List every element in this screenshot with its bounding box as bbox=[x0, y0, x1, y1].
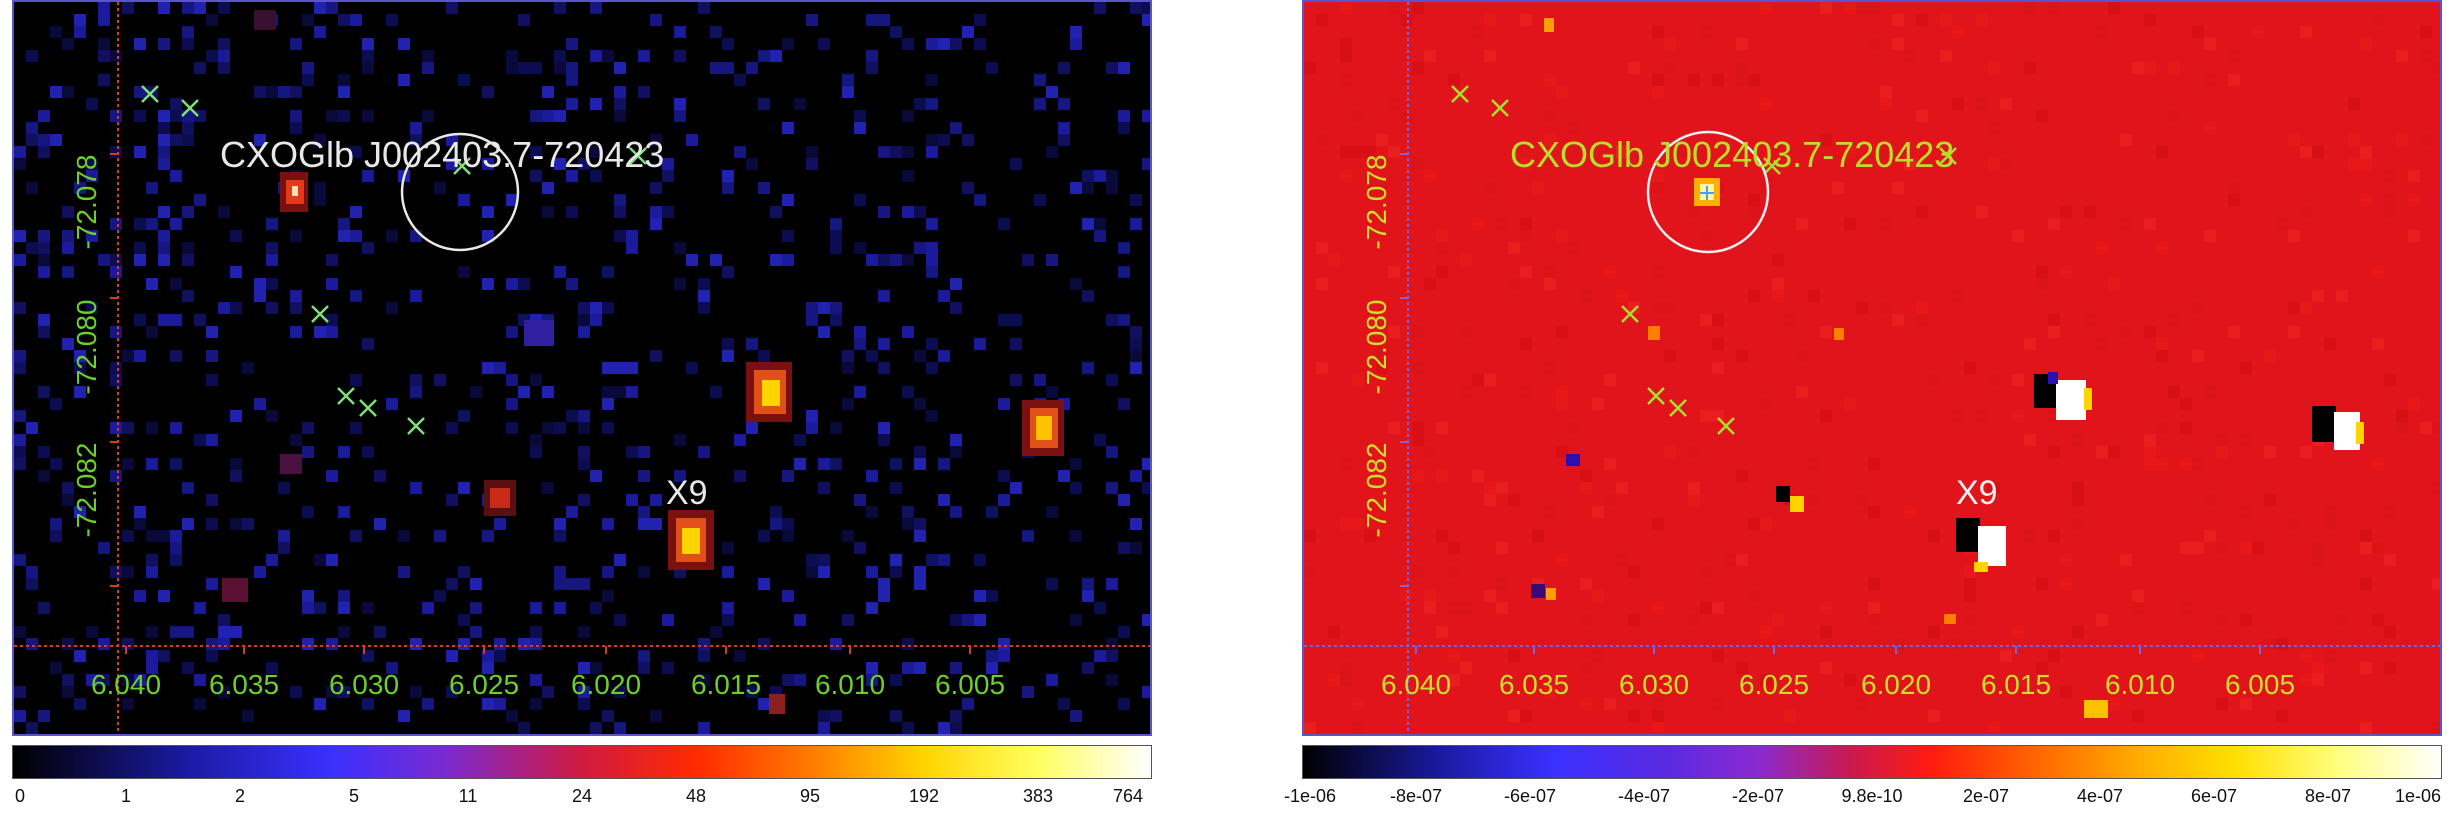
colorbar-tick: 1e-06 bbox=[2394, 786, 2442, 806]
ra-tick: 6.010 bbox=[815, 669, 885, 700]
left-colorbar bbox=[12, 745, 1152, 779]
colorbar-tick: 1 bbox=[120, 786, 132, 806]
x-marker bbox=[1717, 417, 1735, 435]
x-marker bbox=[453, 157, 471, 175]
dec-tick: -72.082 bbox=[1361, 443, 1392, 538]
dec-tick: -72.080 bbox=[1361, 300, 1392, 395]
x-marker bbox=[141, 85, 159, 103]
colorbar-tick: 48 bbox=[685, 786, 707, 806]
ra-tick: 6.015 bbox=[1981, 669, 2051, 700]
source-region-circle bbox=[1646, 130, 1770, 254]
right-colorbar bbox=[1302, 745, 2442, 779]
ra-tick: 6.005 bbox=[2225, 669, 2295, 700]
source-label: CXOGlb J002403.7-720423 bbox=[1510, 134, 1954, 175]
residual-source bbox=[1956, 518, 2006, 572]
dec-tick: -72.078 bbox=[1361, 155, 1392, 250]
x-marker bbox=[1621, 305, 1639, 323]
source bbox=[746, 362, 792, 422]
x-marker bbox=[1763, 157, 1781, 175]
source bbox=[484, 480, 516, 516]
colorbar-tick: 24 bbox=[571, 786, 593, 806]
ra-tick: 6.005 bbox=[935, 669, 1005, 700]
source bbox=[668, 510, 714, 570]
x-marker bbox=[1647, 387, 1665, 405]
ra-tick: 6.030 bbox=[1619, 669, 1689, 700]
ra-tick: 6.035 bbox=[1499, 669, 1569, 700]
ra-tick: 6.030 bbox=[329, 669, 399, 700]
x9-label: X9 bbox=[666, 474, 708, 512]
ra-tick: 6.015 bbox=[691, 669, 761, 700]
colorbar-tick: 0 bbox=[14, 786, 26, 806]
ra-tick: 6.020 bbox=[1861, 669, 1931, 700]
ra-tick: 6.025 bbox=[1739, 669, 1809, 700]
colorbar-tick: 9.8e-10 bbox=[1841, 786, 1903, 806]
colorbar-tick: 11 bbox=[458, 786, 478, 806]
ra-tick: 6.040 bbox=[91, 669, 161, 700]
colorbar-tick: 2e-07 bbox=[1962, 786, 2010, 806]
colorbar-tick: -2e-07 bbox=[1731, 786, 1785, 806]
x-marker bbox=[311, 305, 329, 323]
colorbar-tick: 2 bbox=[234, 786, 246, 806]
left-image: CXOGlb J002403.7-720423 X9 -72.078 -72.0… bbox=[12, 0, 1152, 736]
noise-pixels bbox=[14, 2, 1150, 734]
noise-pixels bbox=[1304, 2, 2440, 734]
colorbar-tick: 383 bbox=[1022, 786, 1054, 806]
ra-tick: 6.025 bbox=[449, 669, 519, 700]
ra-tick: 6.040 bbox=[1381, 669, 1451, 700]
residual-source bbox=[2312, 406, 2364, 450]
x-markers bbox=[1451, 85, 1957, 435]
colorbar-tick: 192 bbox=[908, 786, 940, 806]
x-marker bbox=[359, 399, 377, 417]
source-region-circle bbox=[400, 132, 520, 252]
right-image: CXOGlb J002403.7-720423 X9 -72.078 -72.0… bbox=[1302, 0, 2442, 736]
x-marker bbox=[1669, 399, 1687, 417]
colorbar-tick: 95 bbox=[799, 786, 821, 806]
ra-tick: 6.010 bbox=[2105, 669, 2175, 700]
x-marker bbox=[407, 417, 425, 435]
dec-tick: -72.078 bbox=[71, 155, 102, 250]
colorbar-tick: 8e-07 bbox=[2304, 786, 2352, 806]
dec-tick: -72.082 bbox=[71, 443, 102, 538]
x-marker bbox=[629, 147, 647, 165]
residual-source bbox=[2034, 372, 2092, 420]
colorbar-tick: -6e-07 bbox=[1503, 786, 1557, 806]
ra-tick: 6.035 bbox=[209, 669, 279, 700]
dec-tick: -72.080 bbox=[71, 300, 102, 395]
source bbox=[1022, 400, 1064, 456]
x-marker bbox=[181, 99, 199, 117]
colorbar-tick: -1e-06 bbox=[1283, 786, 1337, 806]
x-marker bbox=[1491, 99, 1509, 117]
source bbox=[280, 172, 308, 212]
colorbar-tick: 6e-07 bbox=[2190, 786, 2238, 806]
x-markers bbox=[141, 85, 647, 435]
source-center-plus bbox=[1700, 186, 1714, 200]
colorbar-tick: 4e-07 bbox=[2076, 786, 2124, 806]
colorbar-tick: -4e-07 bbox=[1617, 786, 1671, 806]
source-label: CXOGlb J002403.7-720423 bbox=[220, 134, 664, 175]
x-marker bbox=[337, 387, 355, 405]
x9-label: X9 bbox=[1956, 474, 1998, 512]
colorbar-tick: 764 bbox=[1112, 786, 1144, 806]
x-marker bbox=[1939, 147, 1957, 165]
ra-tick: 6.020 bbox=[571, 669, 641, 700]
colorbar-tick: -8e-07 bbox=[1389, 786, 1443, 806]
colorbar-tick: 5 bbox=[348, 786, 360, 806]
x-marker bbox=[1451, 85, 1469, 103]
